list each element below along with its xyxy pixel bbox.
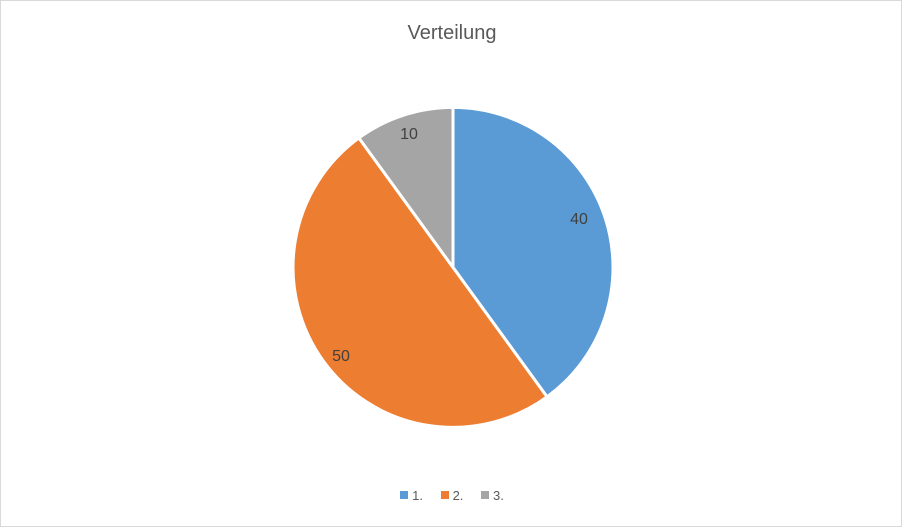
svg-text:50: 50 [332,348,350,365]
svg-text:10: 10 [400,126,418,143]
svg-text:40: 40 [570,211,588,228]
